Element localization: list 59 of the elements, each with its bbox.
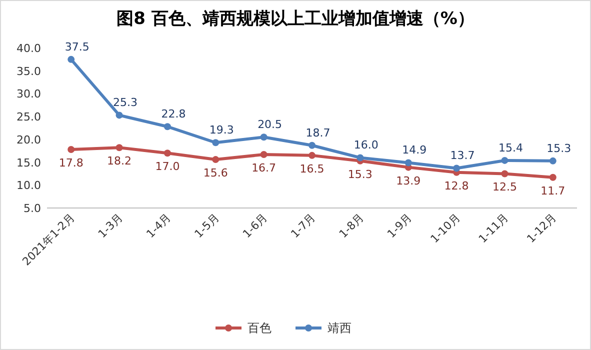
- data-label: 16.7: [252, 162, 276, 175]
- point: [356, 154, 364, 162]
- point: [308, 142, 316, 149]
- legend-label: 靖西: [328, 321, 352, 335]
- x-tick-label: 1-3月: [96, 210, 126, 241]
- y-tick-label: 25.0: [16, 110, 41, 124]
- point: [164, 150, 171, 157]
- data-label: 25.3: [113, 96, 138, 110]
- x-tick-label: 1-9月: [384, 210, 414, 241]
- point: [549, 157, 556, 164]
- y-tick-label: 35.0: [16, 64, 41, 78]
- legend-label: 百色: [248, 321, 272, 335]
- y-tick-label: 10.0: [16, 179, 41, 192]
- data-label: 15.4: [498, 141, 523, 154]
- x-tick-label: 1-5月: [192, 210, 222, 241]
- point: [308, 152, 316, 159]
- data-label: 16.5: [300, 162, 324, 176]
- point: [68, 56, 75, 63]
- point: [501, 156, 508, 164]
- point: [260, 151, 268, 158]
- data-label: 15.3: [546, 142, 572, 155]
- chart-title: 图8 百色、靖西规模以上工业增加值增速（%）: [116, 9, 474, 29]
- point: [116, 112, 123, 119]
- point: [212, 139, 220, 146]
- y-tick-label: 20.0: [16, 133, 41, 146]
- point: [164, 123, 171, 130]
- data-label: 20.5: [258, 118, 282, 132]
- data-label: 18.2: [107, 154, 132, 168]
- y-tick-label: 30.0: [16, 88, 41, 101]
- data-label: 18.7: [306, 126, 330, 140]
- data-label: 14.9: [402, 144, 427, 157]
- y-tick-label: 15.0: [16, 156, 41, 170]
- data-label: 12.8: [444, 179, 469, 192]
- y-tick-label: 5.0: [24, 202, 41, 215]
- data-label: 37.5: [64, 40, 90, 54]
- point: [260, 134, 268, 141]
- data-label: 15.3: [348, 168, 372, 181]
- point: [404, 159, 412, 166]
- data-label: 13.7: [450, 149, 475, 162]
- data-label: 12.5: [492, 180, 517, 194]
- point: [501, 170, 508, 178]
- data-label: 17.8: [58, 156, 84, 170]
- data-label: 11.7: [540, 184, 566, 198]
- data-label: 13.9: [396, 174, 421, 188]
- point: [68, 146, 75, 153]
- x-tick-label: 1-4月: [144, 210, 174, 241]
- point: [549, 174, 556, 181]
- y-tick-label: 40.0: [16, 42, 41, 55]
- x-tick-label: 1-8月: [336, 210, 366, 241]
- x-tick-label: 1-7月: [288, 210, 318, 241]
- point: [212, 156, 220, 164]
- data-label: 16.0: [354, 138, 378, 152]
- data-label: 15.6: [203, 166, 228, 180]
- x-tick-label: 1-6月: [240, 210, 270, 241]
- data-label: 17.0: [155, 160, 180, 174]
- data-label: 19.3: [209, 124, 234, 137]
- point: [453, 164, 460, 172]
- data-label: 22.8: [161, 108, 186, 121]
- point: [116, 144, 123, 152]
